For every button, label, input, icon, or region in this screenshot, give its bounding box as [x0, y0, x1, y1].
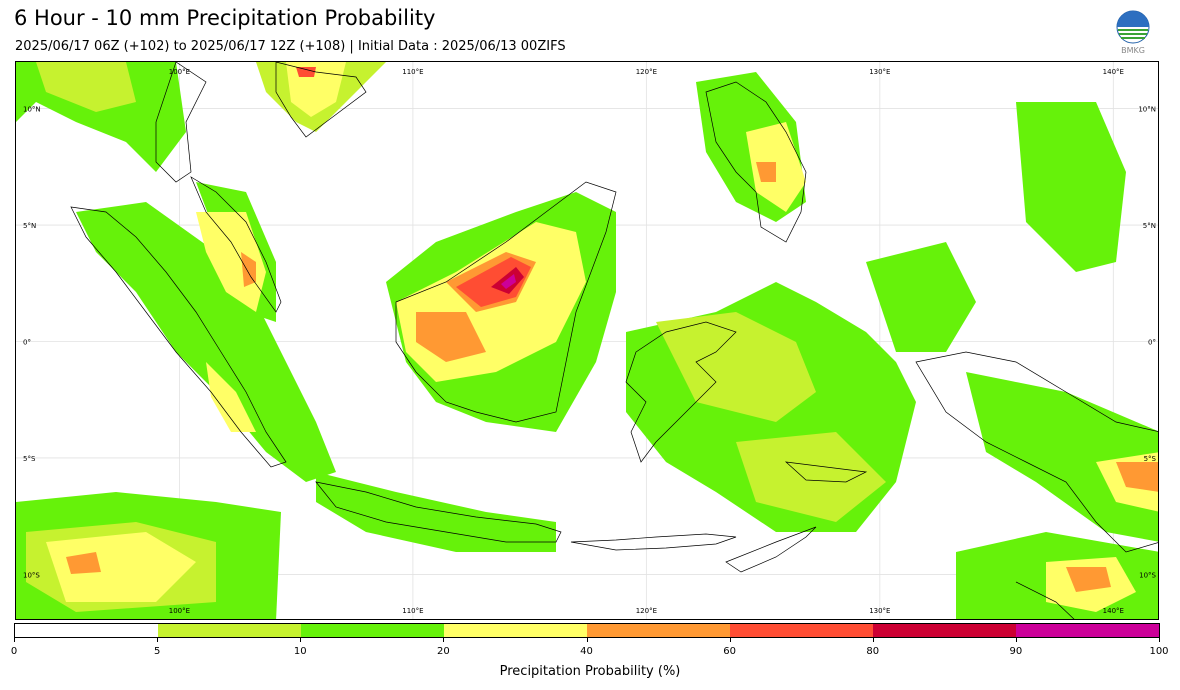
colorbar-tick: [872, 638, 874, 642]
colorbar-tick: [157, 638, 159, 642]
lon-label-top: 130°E: [869, 68, 890, 76]
lat-label-right: 10°N: [1138, 106, 1156, 114]
colorbar-tick-label: 40: [580, 646, 593, 657]
chart-title: 6 Hour - 10 mm Precipitation Probability: [14, 6, 436, 30]
lat-label-left: 0°: [23, 339, 31, 347]
colorbar: [14, 623, 1160, 638]
lat-label-right: 5°N: [1143, 222, 1156, 230]
colorbar-segment: [1016, 624, 1159, 637]
colorbar-tick-label: 60: [723, 646, 736, 657]
colorbar-tick-label: 100: [1149, 646, 1169, 657]
colorbar-segment: [873, 624, 1016, 637]
colorbar-segment: [730, 624, 873, 637]
colorbar-tick-label: 0: [10, 646, 18, 657]
map-canvas: 100°E 100°E 110°E 110°E 120°E 120°E 130°E 130°E…: [16, 62, 1158, 619]
lat-label-left: 10°S: [23, 571, 40, 579]
colorbar-title: Precipitation Probability (%): [499, 664, 681, 679]
lon-label-top: 120°E: [636, 68, 657, 76]
chart-subtitle: 2025/06/17 06Z (+102) to 2025/06/17 12Z …: [15, 39, 566, 54]
colorbar-tick-label: 80: [866, 646, 880, 657]
lon-label-bottom: 140°E: [1103, 607, 1124, 615]
colorbar-tick-label: 5: [153, 646, 161, 657]
lat-label-left: 5°S: [23, 455, 36, 463]
colorbar-tick-label: 90: [1009, 646, 1023, 657]
colorbar-tick-label: 10: [293, 646, 307, 657]
colorbar-tick-label: 20: [437, 646, 450, 657]
lon-label-top: 140°E: [1103, 68, 1124, 76]
bmkg-logo-icon: BMKG: [1116, 10, 1150, 55]
lat-label-right: 5°S: [1144, 455, 1157, 463]
colorbar-segment: [301, 624, 444, 637]
lat-label-left: 10°N: [23, 106, 41, 114]
lon-label-bottom: 110°E: [402, 607, 423, 615]
lat-label-left: 5°N: [23, 222, 36, 230]
colorbar-tick: [729, 638, 731, 642]
colorbar-tick: [14, 638, 15, 642]
colorbar-segment: [15, 624, 158, 637]
coastlines: [70, 62, 1158, 619]
colorbar-tick: [300, 638, 302, 642]
colorbar-segment: [444, 624, 587, 637]
lat-label-right: 0°: [1148, 339, 1156, 347]
colorbar-tick: [586, 638, 588, 642]
map-coordinate-labels: 100°E 100°E 110°E 110°E 120°E 120°E 130°E 130°E…: [23, 68, 1157, 615]
lon-label-top: 100°E: [169, 68, 190, 76]
precip-field: [16, 62, 1158, 619]
colorbar-segment: [158, 624, 301, 637]
lon-label-top: 110°E: [402, 68, 423, 76]
precipitation-map: 100°E 100°E 110°E 110°E 120°E 120°E 130°E 130°E…: [15, 61, 1159, 620]
lon-label-bottom: 100°E: [169, 607, 190, 615]
lon-label-bottom: 130°E: [869, 607, 890, 615]
bmkg-logo-text: BMKG: [1121, 46, 1145, 55]
lon-label-bottom: 120°E: [636, 607, 657, 615]
colorbar-tick: [443, 638, 445, 642]
colorbar-segment: [587, 624, 730, 637]
lat-label-right: 10°S: [1139, 571, 1156, 579]
colorbar-tick: [1015, 638, 1017, 642]
colorbar-tick: [1159, 638, 1160, 642]
